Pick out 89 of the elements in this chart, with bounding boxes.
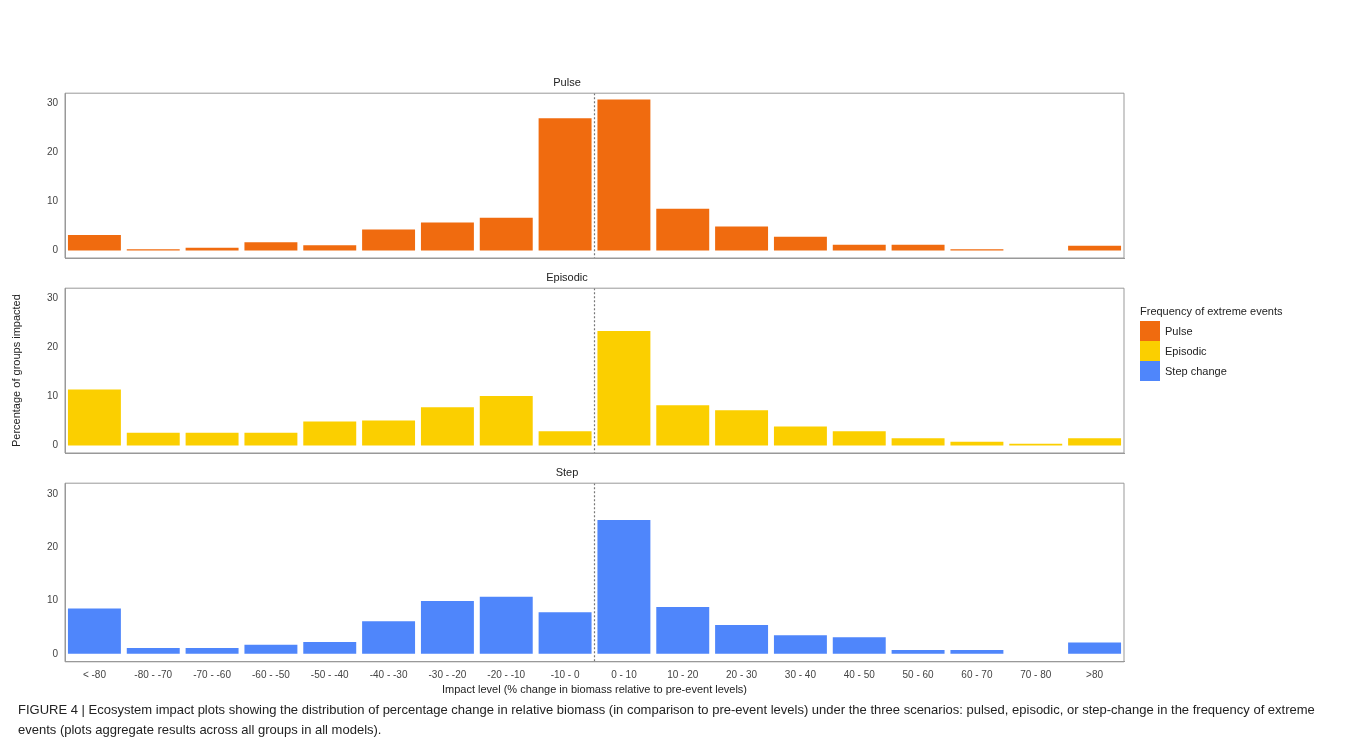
bar: [1068, 245, 1122, 251]
x-tick-label: -50 - -40: [310, 668, 350, 680]
bar: [773, 635, 827, 654]
bar: [420, 222, 474, 251]
x-tick-label: -10 - 0: [550, 668, 580, 680]
bar: [773, 426, 827, 446]
chart-title: Step: [555, 465, 579, 478]
bar: [67, 608, 121, 654]
bar: [715, 625, 769, 654]
bar: [656, 606, 710, 654]
bar: [597, 519, 651, 654]
bar: [185, 432, 239, 446]
bar: [362, 621, 416, 654]
x-tick-label: 0 - 10: [611, 668, 638, 680]
x-tick-label: 30 - 40: [784, 668, 817, 680]
bar: [185, 647, 239, 654]
x-tick-label: -20 - -10: [487, 668, 526, 680]
x-tick-label: -80 - -70: [134, 668, 173, 680]
x-tick-label: 40 - 50: [843, 668, 876, 680]
x-tick-label: 60 - 70: [961, 668, 993, 680]
bar: [715, 410, 769, 446]
y-tick-label: 30: [46, 487, 59, 499]
x-tick-label: -40 - -30: [369, 668, 408, 680]
x-tick-label: 50 - 60: [902, 668, 935, 680]
y-tick-label: 30: [46, 291, 59, 303]
bar: [479, 217, 533, 251]
bar: [303, 245, 357, 251]
chart-title: Episodic: [546, 270, 589, 283]
bar: [773, 236, 827, 251]
x-tick-label: 10 - 20: [667, 668, 699, 680]
bar: [538, 612, 592, 654]
y-tick-label: 0: [52, 244, 59, 256]
legend-title: Frequency of extreme events: [1140, 305, 1283, 317]
y-tick-label: 20: [46, 540, 59, 552]
x-tick-label: >80: [1086, 668, 1104, 680]
bar: [891, 650, 945, 654]
bar: [67, 389, 121, 446]
x-tick-label: 20 - 30: [726, 668, 758, 680]
bar: [538, 118, 592, 251]
bar: [479, 596, 533, 654]
y-tick-label: 0: [52, 439, 59, 451]
bar: [950, 650, 1004, 654]
bar: [362, 229, 416, 251]
bar: [479, 395, 533, 446]
bar: [244, 242, 298, 251]
bar: [362, 420, 416, 446]
bar: [244, 432, 298, 446]
bar: [420, 601, 474, 654]
y-tick-label: 10: [46, 594, 59, 606]
x-tick-label: -30 - -20: [428, 668, 467, 680]
bar: [303, 642, 357, 654]
bar: [832, 637, 886, 654]
y-tick-label: 10: [46, 195, 59, 207]
x-tick-label: 70 - 80: [1020, 668, 1052, 680]
bar: [126, 432, 180, 446]
legend-label: Step change: [1165, 365, 1227, 377]
bar: [832, 244, 886, 251]
bar: [597, 99, 651, 251]
y-tick-label: 30: [46, 96, 59, 108]
bar: [538, 431, 592, 446]
bar: [656, 208, 710, 251]
bar: [185, 247, 239, 251]
x-axis-title: Impact level (% change in biomass relative to pre-event levels): [441, 683, 748, 696]
x-tick-label: -60 - -50: [252, 668, 291, 680]
x-tick-label: < -80: [82, 668, 107, 680]
bar: [420, 407, 474, 446]
bar: [597, 331, 651, 446]
bar: [1068, 438, 1122, 446]
bar: [244, 644, 298, 654]
bar: [891, 438, 945, 446]
bar: [303, 421, 357, 446]
bar: [832, 431, 886, 446]
bar: [656, 405, 710, 446]
bar: [1068, 642, 1122, 654]
bar: [891, 244, 945, 251]
bar: [715, 226, 769, 251]
legend-label: Episodic: [1165, 345, 1207, 357]
chart-title: Pulse: [553, 75, 581, 88]
bar: [67, 234, 121, 251]
legend-label: Pulse: [1165, 325, 1193, 337]
bar: [126, 647, 180, 654]
bar: [950, 441, 1004, 446]
y-tick-label: 10: [46, 390, 59, 402]
y-tick-label: 0: [52, 647, 59, 659]
caption: FIGURE 4 | Ecosystem impact plots showing the distribution of percentage change in relative biomass (in comparison to pre-event levels) under the three scenarios: pulsed, episodic, or step-change in the frequency of extreme events (plots aggregate results across all groups in all models).: [18, 701, 1316, 739]
y-tick-label: 20: [46, 145, 59, 157]
y-axis-title: Percentage of groups impacted: [9, 294, 22, 448]
y-tick-label: 20: [46, 340, 59, 352]
x-tick-label: -70 - -60: [193, 668, 232, 680]
